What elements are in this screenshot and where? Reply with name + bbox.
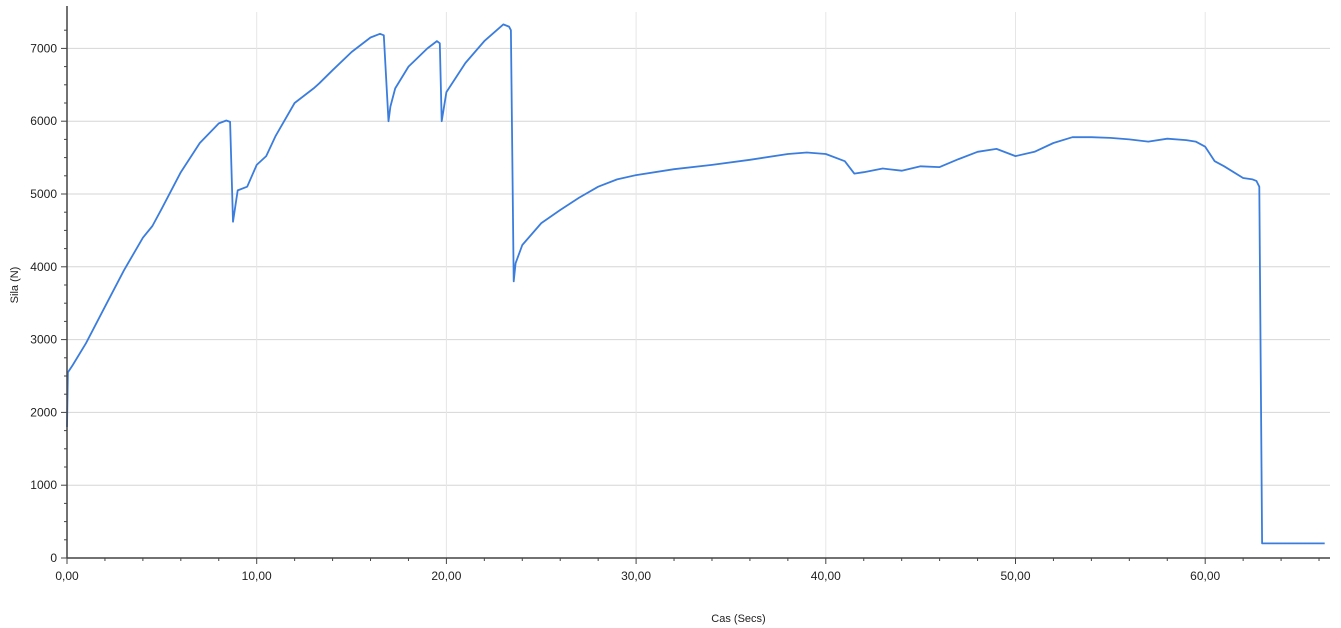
y-tick-label: 4000 (30, 260, 57, 274)
x-tick-label: 60,00 (1190, 569, 1220, 583)
y-tick-label: 2000 (30, 405, 57, 419)
x-tick-label: 10,00 (242, 569, 272, 583)
y-tick-label: 5000 (30, 187, 57, 201)
y-tick-label: 6000 (30, 114, 57, 128)
x-tick-label: 30,00 (621, 569, 651, 583)
axis-ticks (61, 29, 1320, 564)
y-axis-title: Sila (N) (9, 267, 21, 304)
x-tick-label: 50,00 (1000, 569, 1030, 583)
x-tick-label: 0,00 (55, 569, 79, 583)
series-layer (66, 23, 1325, 545)
y-tick-label: 3000 (30, 333, 57, 347)
gridlines (67, 12, 1330, 558)
series-line (66, 23, 1325, 545)
x-tick-label: 40,00 (811, 569, 841, 583)
y-tick-label: 0 (50, 551, 57, 565)
axis-tick-labels: 0 1000 2000 3000 4000 5000 6000 7000 0,00 10,00 20… (30, 41, 1220, 583)
y-tick-label: 7000 (30, 41, 57, 55)
y-tick-label: 1000 (30, 478, 57, 492)
x-axis-title: Cas (Secs) (711, 613, 765, 625)
x-tick-label: 20,00 (431, 569, 461, 583)
